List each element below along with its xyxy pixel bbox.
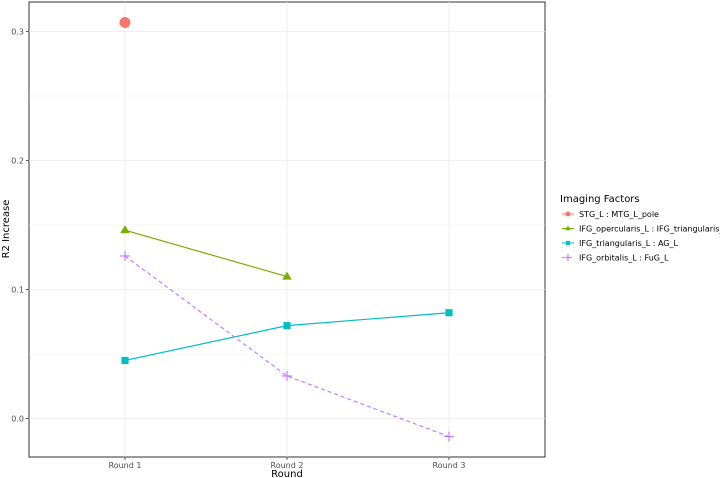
legend-label: STG_L : MTG_L_pole bbox=[579, 210, 659, 219]
y-tick-label: 0.2 bbox=[11, 157, 24, 166]
legend-item: IFG_triangularis_L : AG_L bbox=[562, 239, 679, 248]
legend-item: STG_L : MTG_L_pole bbox=[562, 210, 659, 219]
point-triangle bbox=[565, 225, 571, 231]
y-tick-label: 0.1 bbox=[11, 286, 24, 295]
x-tick-label: Round 2 bbox=[271, 461, 304, 470]
x-axis-title: Round bbox=[271, 469, 303, 478]
x-axis: Round 1 Round 2 Round 3 bbox=[109, 457, 466, 470]
y-axis-title: R2 Increase bbox=[1, 200, 12, 259]
y-tick-label: 0.0 bbox=[11, 415, 24, 424]
point-plus bbox=[282, 370, 292, 381]
point-plus bbox=[564, 254, 572, 261]
point-plus bbox=[444, 431, 454, 442]
point-circle bbox=[119, 16, 131, 28]
series-4 bbox=[120, 250, 454, 442]
point-square bbox=[121, 356, 129, 365]
legend-title: Imaging Factors bbox=[560, 194, 640, 205]
point-square bbox=[565, 240, 571, 246]
series-line bbox=[124, 255, 450, 438]
series-line bbox=[124, 229, 288, 278]
legend-item: IFG_opercularis_L : IFG_triangularis_L bbox=[562, 225, 720, 234]
grid bbox=[29, 2, 545, 457]
series-3 bbox=[121, 309, 453, 365]
x-tick-label: Round 3 bbox=[433, 461, 466, 470]
series-1 bbox=[119, 16, 131, 28]
legend-label: IFG_triangularis_L : AG_L bbox=[579, 239, 679, 248]
legend: Imaging Factors STG_L : MTG_L_pole IFG_op… bbox=[560, 194, 720, 263]
point-triangle bbox=[282, 271, 292, 280]
point-square bbox=[445, 309, 453, 317]
point-plus bbox=[120, 250, 130, 261]
x-tick-label: Round 1 bbox=[109, 461, 142, 470]
legend-item: IFG_orbitalis_L : FuG_L bbox=[562, 254, 669, 263]
legend-label: IFG_orbitalis_L : FuG_L bbox=[579, 254, 669, 263]
y-axis: 0.0 0.1 0.2 0.3 bbox=[11, 28, 29, 424]
legend-label: IFG_opercularis_L : IFG_triangularis_L bbox=[579, 225, 720, 234]
series-2 bbox=[120, 225, 292, 280]
point-triangle bbox=[120, 225, 130, 234]
point-square bbox=[283, 322, 291, 330]
point-circle bbox=[565, 211, 571, 217]
series-layer bbox=[119, 16, 454, 442]
y-tick-label: 0.3 bbox=[11, 28, 24, 37]
